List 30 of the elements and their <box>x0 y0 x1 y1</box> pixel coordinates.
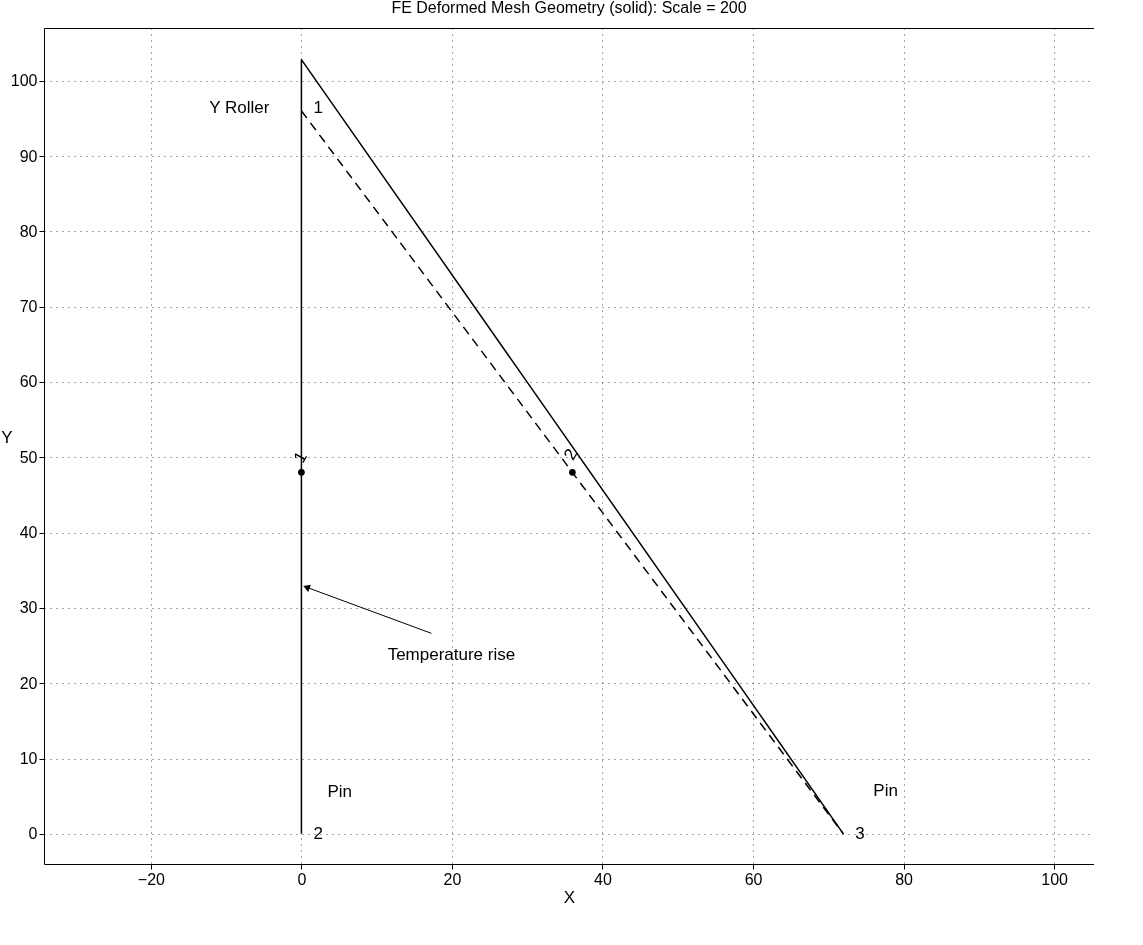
annotation: 3 <box>855 823 865 843</box>
y-tick-label: 70 <box>19 298 38 316</box>
x-tick-label: −20 <box>137 870 166 888</box>
x-axis-title: X <box>563 887 576 907</box>
chart-title: FE Deformed Mesh Geometry (solid): Scale = 200 <box>391 0 747 16</box>
x-tick-label: 20 <box>443 870 462 888</box>
y-tick-label: 10 <box>19 750 38 768</box>
y-tick-label: 100 <box>10 72 38 90</box>
annotation: Temperature rise <box>387 645 516 665</box>
y-tick-label: 60 <box>19 373 38 391</box>
annotation: 2 <box>313 823 323 843</box>
y-tick-label: 80 <box>19 222 38 240</box>
y-tick-label: 20 <box>19 674 38 692</box>
annotation: 2 <box>560 445 582 464</box>
y-tick-label: 50 <box>19 448 38 466</box>
y-tick-label: 90 <box>19 147 38 165</box>
x-tick-label: 80 <box>895 870 914 888</box>
annotation: 1 <box>289 448 312 466</box>
y-tick-label: 0 <box>28 825 38 843</box>
annotation: Y Roller <box>209 97 270 117</box>
y-tick-label: 30 <box>19 599 38 617</box>
x-tick-label: 60 <box>744 870 763 888</box>
x-tick-label: 0 <box>297 870 307 888</box>
annotation: 1 <box>313 97 323 117</box>
y-axis-title: Y <box>1 427 13 447</box>
annotation: Pin <box>873 780 898 800</box>
y-tick-label: 40 <box>19 524 38 542</box>
x-tick-label: 40 <box>594 870 612 888</box>
annotation: Pin <box>327 781 352 801</box>
x-tick-label: 100 <box>1041 870 1069 888</box>
